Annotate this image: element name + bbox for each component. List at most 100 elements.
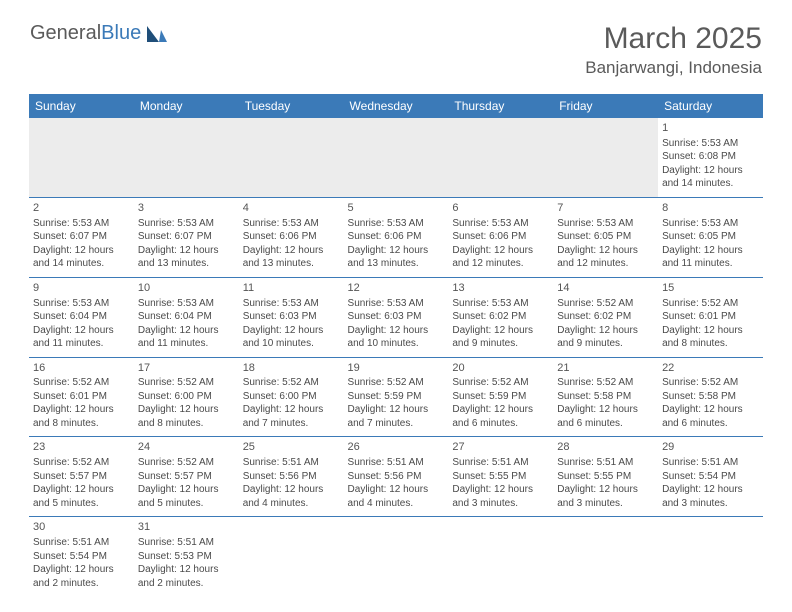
daylight-text: Daylight: 12 hours and 2 minutes. [138,563,235,590]
daylight-text: Daylight: 12 hours and 6 minutes. [452,403,549,430]
sunrise-text: Sunrise: 5:51 AM [33,536,130,550]
day-cell: 27Sunrise: 5:51 AMSunset: 5:55 PMDayligh… [448,437,553,517]
logo-text-1: General [30,22,101,45]
day-cell: 18Sunrise: 5:52 AMSunset: 6:00 PMDayligh… [239,357,344,437]
empty-cell [448,118,553,197]
day-cell: 2Sunrise: 5:53 AMSunset: 6:07 PMDaylight… [29,197,134,277]
calendar-row: 23Sunrise: 5:52 AMSunset: 5:57 PMDayligh… [29,437,763,517]
daylight-text: Daylight: 12 hours and 2 minutes. [33,563,130,590]
weekday-mon: Monday [134,94,239,118]
empty-cell [29,118,134,197]
sunrise-text: Sunrise: 5:51 AM [452,456,549,470]
daylight-text: Daylight: 12 hours and 11 minutes. [138,324,235,351]
daylight-text: Daylight: 12 hours and 10 minutes. [348,324,445,351]
sunrise-text: Sunrise: 5:53 AM [452,217,549,231]
sail-icon [145,24,169,44]
sunrise-text: Sunrise: 5:53 AM [243,217,340,231]
sunrise-text: Sunrise: 5:52 AM [557,297,654,311]
daylight-text: Daylight: 12 hours and 11 minutes. [662,244,759,271]
sunrise-text: Sunrise: 5:51 AM [348,456,445,470]
sunset-text: Sunset: 5:53 PM [138,550,235,564]
day-cell: 30Sunrise: 5:51 AMSunset: 5:54 PMDayligh… [29,517,134,596]
day-number: 29 [662,440,759,455]
daylight-text: Daylight: 12 hours and 8 minutes. [33,403,130,430]
daylight-text: Daylight: 12 hours and 6 minutes. [557,403,654,430]
sunrise-text: Sunrise: 5:51 AM [138,536,235,550]
calendar-row: 2Sunrise: 5:53 AMSunset: 6:07 PMDaylight… [29,197,763,277]
daylight-text: Daylight: 12 hours and 6 minutes. [662,403,759,430]
day-number: 20 [452,361,549,376]
day-number: 28 [557,440,654,455]
sunset-text: Sunset: 6:07 PM [138,230,235,244]
day-number: 22 [662,361,759,376]
daylight-text: Daylight: 12 hours and 10 minutes. [243,324,340,351]
day-cell: 10Sunrise: 5:53 AMSunset: 6:04 PMDayligh… [134,277,239,357]
sunset-text: Sunset: 5:57 PM [138,470,235,484]
sunrise-text: Sunrise: 5:52 AM [662,376,759,390]
sunset-text: Sunset: 5:57 PM [33,470,130,484]
sunrise-text: Sunrise: 5:52 AM [662,297,759,311]
weekday-wed: Wednesday [344,94,449,118]
empty-cell [239,517,344,596]
day-cell: 16Sunrise: 5:52 AMSunset: 6:01 PMDayligh… [29,357,134,437]
month-title: March 2025 [585,22,762,56]
daylight-text: Daylight: 12 hours and 9 minutes. [452,324,549,351]
sunset-text: Sunset: 6:05 PM [662,230,759,244]
daylight-text: Daylight: 12 hours and 7 minutes. [348,403,445,430]
daylight-text: Daylight: 12 hours and 8 minutes. [662,324,759,351]
day-number: 23 [33,440,130,455]
day-cell: 17Sunrise: 5:52 AMSunset: 6:00 PMDayligh… [134,357,239,437]
day-number: 9 [33,281,130,296]
empty-cell [658,517,763,596]
day-number: 12 [348,281,445,296]
empty-cell [553,118,658,197]
daylight-text: Daylight: 12 hours and 13 minutes. [348,244,445,271]
day-cell: 21Sunrise: 5:52 AMSunset: 5:58 PMDayligh… [553,357,658,437]
daylight-text: Daylight: 12 hours and 13 minutes. [138,244,235,271]
empty-cell [344,118,449,197]
weekday-sat: Saturday [658,94,763,118]
sunrise-text: Sunrise: 5:53 AM [662,217,759,231]
day-number: 2 [33,201,130,216]
sunset-text: Sunset: 5:55 PM [557,470,654,484]
day-number: 1 [662,121,759,136]
sunset-text: Sunset: 6:04 PM [33,310,130,324]
day-number: 18 [243,361,340,376]
daylight-text: Daylight: 12 hours and 14 minutes. [33,244,130,271]
daylight-text: Daylight: 12 hours and 4 minutes. [243,483,340,510]
sunrise-text: Sunrise: 5:51 AM [243,456,340,470]
day-cell: 22Sunrise: 5:52 AMSunset: 5:58 PMDayligh… [658,357,763,437]
sunrise-text: Sunrise: 5:52 AM [33,376,130,390]
calendar-row: 1 Sunrise: 5:53 AM Sunset: 6:08 PM Dayli… [29,118,763,197]
daylight-text: Daylight: 12 hours and 12 minutes. [452,244,549,271]
day-number: 15 [662,281,759,296]
location-label: Banjarwangi, Indonesia [585,58,762,78]
sunset-text: Sunset: 5:58 PM [662,390,759,404]
day-cell: 31Sunrise: 5:51 AMSunset: 5:53 PMDayligh… [134,517,239,596]
sunset-text: Sunset: 6:08 PM [662,150,759,164]
empty-cell [344,517,449,596]
sunset-text: Sunset: 6:00 PM [138,390,235,404]
logo: GeneralBlue [30,22,169,45]
empty-cell [134,118,239,197]
day-number: 5 [348,201,445,216]
day-number: 26 [348,440,445,455]
sunset-text: Sunset: 6:06 PM [243,230,340,244]
day-cell: 19Sunrise: 5:52 AMSunset: 5:59 PMDayligh… [344,357,449,437]
day-cell: 3Sunrise: 5:53 AMSunset: 6:07 PMDaylight… [134,197,239,277]
logo-text-2: Blue [101,22,141,45]
day-number: 3 [138,201,235,216]
sunset-text: Sunset: 5:59 PM [452,390,549,404]
sunset-text: Sunset: 6:02 PM [557,310,654,324]
day-number: 17 [138,361,235,376]
sunset-text: Sunset: 5:55 PM [452,470,549,484]
sunrise-text: Sunrise: 5:52 AM [138,376,235,390]
day-cell: 28Sunrise: 5:51 AMSunset: 5:55 PMDayligh… [553,437,658,517]
calendar-row: 16Sunrise: 5:52 AMSunset: 6:01 PMDayligh… [29,357,763,437]
daylight-text: Daylight: 12 hours and 13 minutes. [243,244,340,271]
sunset-text: Sunset: 5:54 PM [662,470,759,484]
day-cell: 14Sunrise: 5:52 AMSunset: 6:02 PMDayligh… [553,277,658,357]
day-number: 13 [452,281,549,296]
sunrise-text: Sunrise: 5:53 AM [33,297,130,311]
daylight-text: Daylight: 12 hours and 11 minutes. [33,324,130,351]
